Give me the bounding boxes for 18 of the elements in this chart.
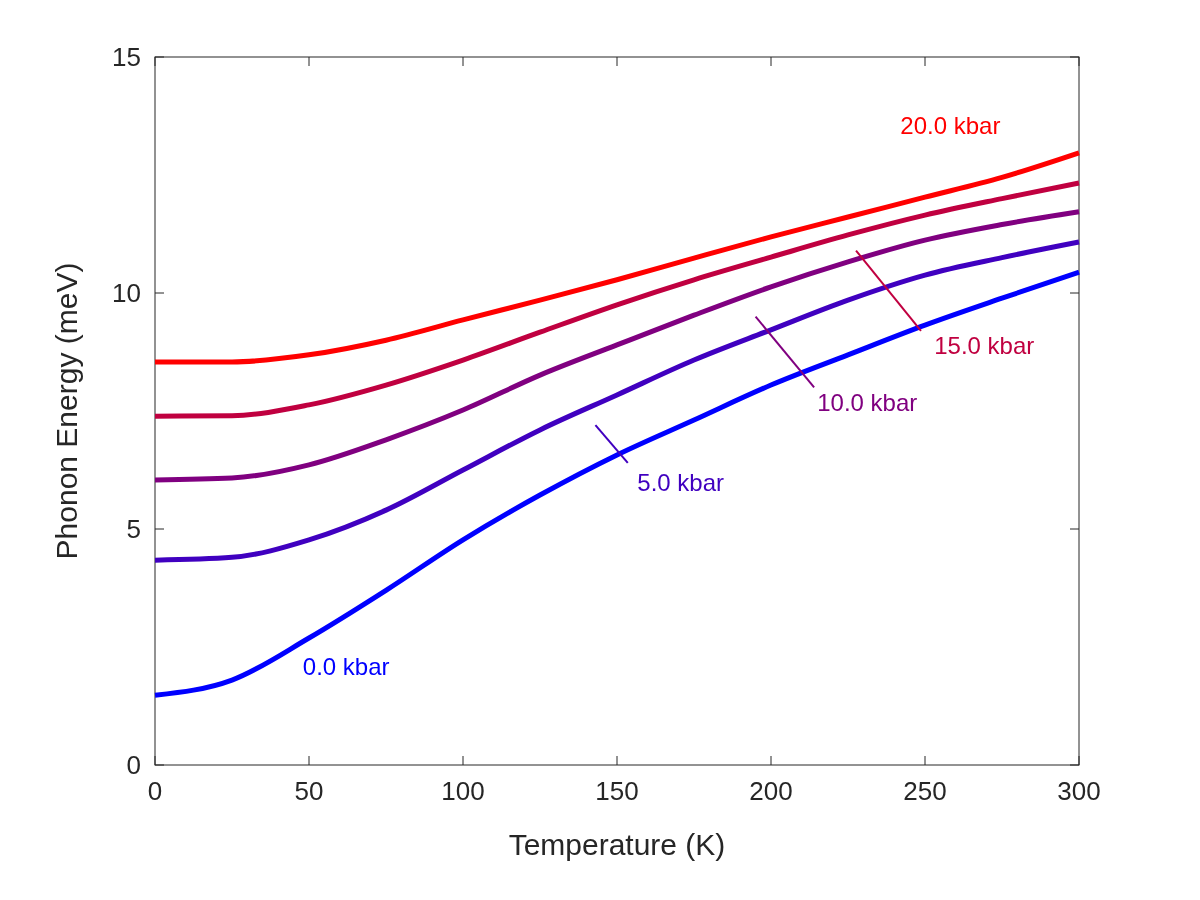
series-label: 0.0 kbar <box>302 653 390 681</box>
y-tick-label: 0 <box>126 750 141 780</box>
y-tick-label: 5 <box>126 514 141 544</box>
y-tick-label: 10 <box>112 278 141 308</box>
text: 5.0 kbar <box>637 469 725 497</box>
x-tick-label: 250 <box>903 776 947 806</box>
x-tick-label: 50 <box>294 776 324 806</box>
x-tick-label: 300 <box>1057 776 1101 806</box>
x-tick-label: 0 <box>147 776 163 806</box>
series-label: 20.0 kbar <box>900 111 1001 139</box>
text: 15.0 kbar <box>934 332 1035 360</box>
x-tick-label: 150 <box>595 776 639 806</box>
text: 10.0 kbar <box>817 389 918 416</box>
y-axis-title: Phonon Energy (meV) <box>50 262 83 560</box>
x-tick-label: 200 <box>749 776 793 806</box>
x-axis-title: Temperature (K) <box>508 828 726 861</box>
x-tick-label: 100 <box>441 776 485 806</box>
y-tick-label: 15 <box>112 42 141 72</box>
